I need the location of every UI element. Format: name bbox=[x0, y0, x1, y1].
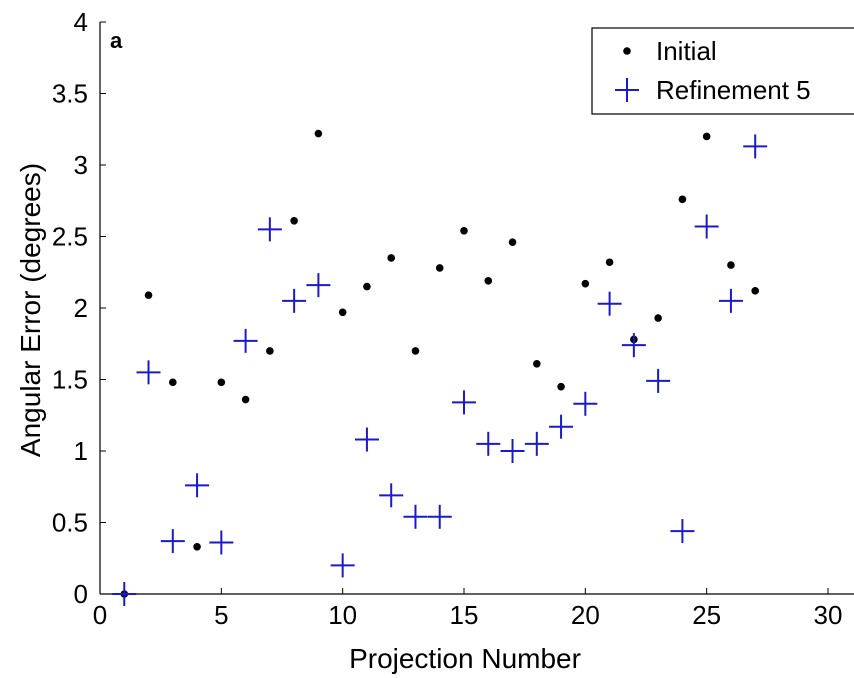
data-point-initial bbox=[508, 238, 517, 247]
data-point-refinement-5 bbox=[549, 414, 574, 439]
x-tick-label: 30 bbox=[814, 600, 843, 630]
data-point-initial bbox=[169, 378, 177, 387]
x-tick-label: 15 bbox=[450, 600, 479, 630]
data-point-initial bbox=[144, 291, 153, 299]
data-point-refinement-5 bbox=[524, 431, 549, 456]
data-point-refinement-5 bbox=[354, 427, 379, 452]
data-point-initial bbox=[533, 359, 541, 368]
data-point-refinement-5 bbox=[621, 333, 646, 358]
data-point-initial bbox=[314, 129, 323, 138]
panel-label: a bbox=[110, 28, 123, 53]
data-point-refinement-5 bbox=[646, 368, 671, 393]
data-point-initial bbox=[266, 347, 274, 355]
data-point-refinement-5 bbox=[476, 431, 501, 456]
data-point-initial bbox=[338, 308, 347, 317]
data-point-initial bbox=[411, 347, 420, 355]
x-axis-title: Projection Number bbox=[349, 643, 581, 674]
data-point-initial bbox=[193, 543, 201, 551]
data-point-refinement-5 bbox=[233, 328, 258, 353]
data-point-initial bbox=[460, 226, 468, 235]
data-point-refinement-5 bbox=[694, 214, 719, 239]
series-initial bbox=[120, 129, 759, 598]
x-tick-label: 5 bbox=[214, 600, 228, 630]
data-point-refinement-5 bbox=[209, 530, 234, 555]
y-tick-label: 1.5 bbox=[52, 365, 88, 395]
data-point-initial bbox=[751, 287, 759, 295]
data-point-initial bbox=[241, 395, 250, 404]
data-point-initial bbox=[290, 216, 298, 225]
series-refinement-5 bbox=[112, 134, 768, 606]
x-tick-label: 0 bbox=[93, 600, 107, 630]
data-point-initial bbox=[435, 264, 444, 272]
data-point-refinement-5 bbox=[403, 504, 428, 529]
y-tick-label: 2.5 bbox=[52, 222, 88, 252]
x-tick-label: 25 bbox=[692, 600, 721, 630]
y-tick-label: 3.5 bbox=[52, 79, 88, 109]
data-point-initial bbox=[363, 282, 371, 291]
data-point-initial bbox=[217, 378, 226, 387]
legend-label-refinement: Refinement 5 bbox=[656, 75, 811, 105]
y-tick-label: 1 bbox=[74, 436, 88, 466]
data-point-initial bbox=[702, 132, 711, 141]
y-tick-label: 0 bbox=[74, 579, 88, 609]
data-point-initial bbox=[484, 277, 493, 285]
y-tick-label: 4 bbox=[74, 7, 88, 37]
data-point-refinement-5 bbox=[597, 291, 622, 316]
legend-marker-refinement bbox=[615, 78, 639, 102]
data-point-refinement-5 bbox=[306, 273, 331, 298]
data-point-refinement-5 bbox=[427, 504, 452, 529]
data-point-refinement-5 bbox=[185, 473, 210, 498]
x-ticks: 0 5 10 15 20 25 30 bbox=[93, 588, 843, 630]
data-point-refinement-5 bbox=[160, 529, 185, 554]
data-point-initial bbox=[727, 261, 735, 269]
data-point-initial bbox=[605, 258, 614, 267]
data-point-refinement-5 bbox=[743, 134, 768, 159]
data-point-initial bbox=[557, 382, 565, 391]
y-ticks: 0 0.5 1 1.5 2 2.5 3 3.5 4 bbox=[52, 7, 106, 609]
data-point-refinement-5 bbox=[500, 439, 525, 463]
legend-marker-initial bbox=[623, 47, 631, 55]
data-point-initial bbox=[654, 314, 662, 322]
data-point-initial bbox=[387, 254, 396, 262]
data-point-refinement-5 bbox=[670, 519, 695, 544]
y-axis-title: Angular Error (degrees) bbox=[15, 163, 46, 457]
legend-label-initial: Initial bbox=[656, 36, 717, 66]
y-tick-label: 2 bbox=[74, 293, 88, 323]
data-point-refinement-5 bbox=[282, 288, 307, 313]
x-tick-label: 20 bbox=[571, 600, 600, 630]
y-tick-label: 0.5 bbox=[52, 508, 88, 538]
data-point-initial bbox=[581, 279, 590, 288]
x-tick-label: 10 bbox=[328, 600, 357, 630]
data-point-refinement-5 bbox=[452, 390, 476, 415]
data-point-refinement-5 bbox=[718, 288, 743, 313]
data-point-initial bbox=[678, 195, 687, 204]
legend: Initial Refinement 5 bbox=[591, 27, 854, 115]
data-point-refinement-5 bbox=[330, 553, 355, 578]
legend-box bbox=[591, 27, 854, 115]
data-point-refinement-5 bbox=[112, 582, 137, 606]
data-point-refinement-5 bbox=[573, 391, 598, 416]
data-point-refinement-5 bbox=[379, 483, 404, 508]
data-point-refinement-5 bbox=[136, 360, 161, 385]
data-marks bbox=[112, 129, 768, 606]
data-point-refinement-5 bbox=[257, 217, 282, 242]
y-tick-label: 3 bbox=[74, 150, 88, 180]
